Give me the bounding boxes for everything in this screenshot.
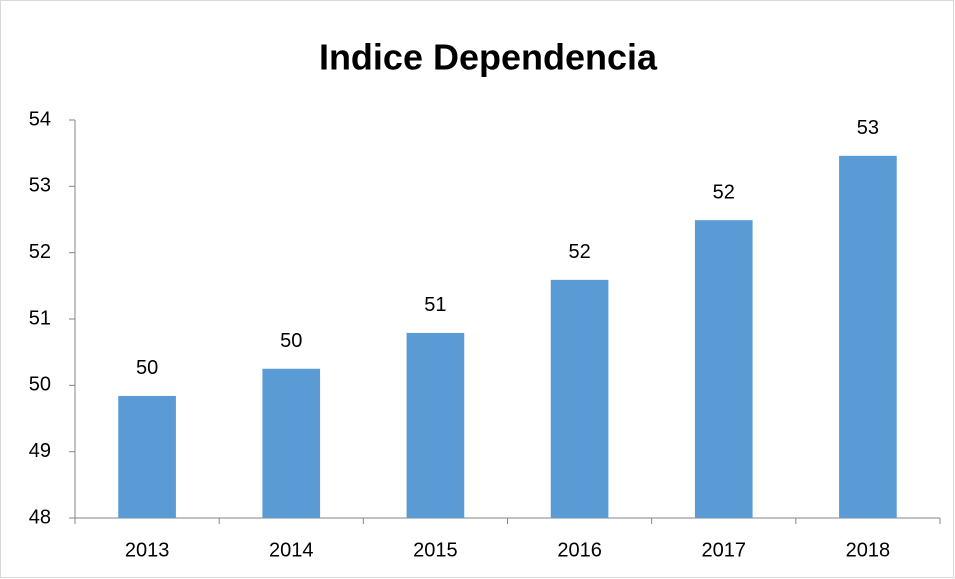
x-tick-label: 2015 [413,539,458,561]
x-tick-label: 2018 [846,539,891,561]
x-tick-label: 2017 [702,539,747,561]
data-label: 51 [424,294,446,316]
bar [262,368,321,518]
bar [406,332,465,518]
chart-title: Indice Dependencia [319,37,658,78]
y-tick-label: 51 [29,307,51,329]
bar [118,395,176,518]
y-tick-label: 49 [29,440,51,462]
y-tick-label: 50 [29,374,51,396]
data-label: 50 [280,330,302,352]
bar [694,220,753,518]
y-tick-label: 52 [29,241,51,263]
data-label: 52 [568,241,590,263]
y-tick-label: 54 [29,108,51,130]
x-tick-label: 2013 [125,539,170,561]
bar [550,279,609,518]
y-tick-label: 48 [29,506,51,528]
y-tick-label: 53 [29,175,51,197]
x-tick-label: 2016 [557,539,602,561]
data-label: 53 [857,117,879,139]
data-label: 52 [713,181,735,203]
x-tick-label: 2014 [269,539,314,561]
bar [839,155,897,518]
data-label: 50 [136,357,158,379]
